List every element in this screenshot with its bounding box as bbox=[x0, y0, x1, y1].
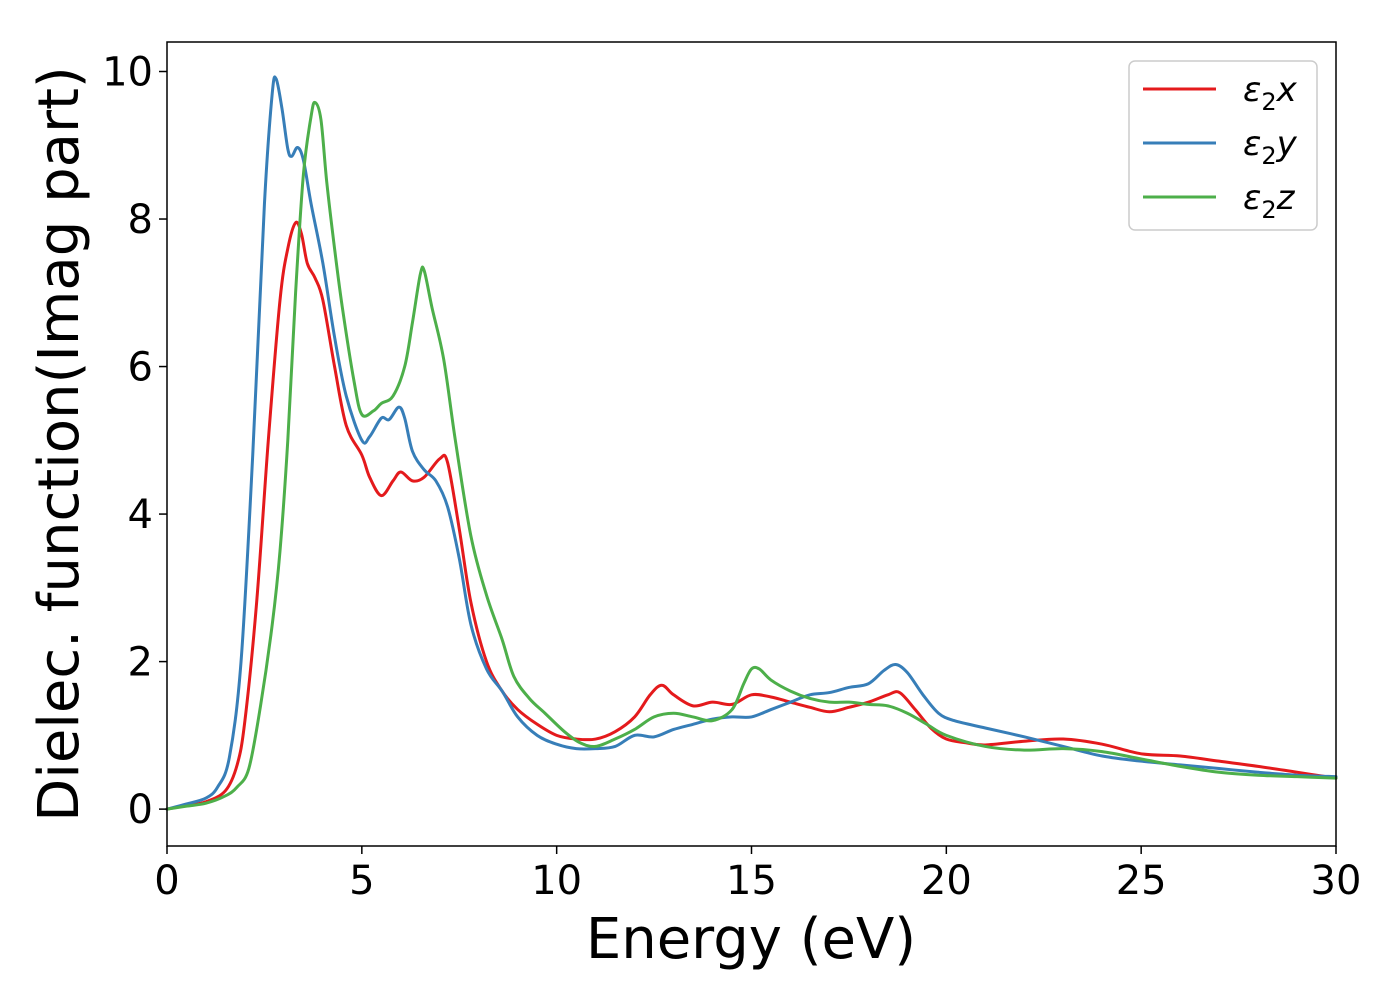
legend-label-y: ε2y bbox=[1243, 124, 1298, 170]
x-axis: 0 5 10 15 20 25 30 bbox=[154, 846, 1361, 904]
legend: ε2x ε2y ε2z bbox=[1128, 60, 1318, 231]
series-layer bbox=[165, 75, 1338, 811]
y-tick-label: 2 bbox=[128, 640, 153, 686]
legend-label-z: ε2z bbox=[1243, 178, 1296, 224]
y-tick-label: 10 bbox=[102, 50, 153, 96]
y-tick-label: 0 bbox=[128, 787, 153, 833]
legend-box bbox=[1128, 60, 1318, 231]
y-tick-label: 6 bbox=[128, 345, 153, 391]
x-tick-label: 25 bbox=[1116, 858, 1167, 904]
y-axis: 0 2 4 6 8 10 bbox=[102, 50, 167, 833]
x-axis-title: Energy (eV) bbox=[586, 907, 916, 972]
y-tick-label: 8 bbox=[128, 197, 153, 243]
x-tick-label: 15 bbox=[726, 858, 777, 904]
x-tick-label: 30 bbox=[1311, 858, 1362, 904]
y-axis-title: Dielec. function(Imag part) bbox=[27, 66, 92, 822]
series-line-z bbox=[165, 100, 1338, 811]
x-tick-label: 10 bbox=[531, 858, 582, 904]
x-tick-label: 0 bbox=[154, 858, 179, 904]
x-tick-label: 5 bbox=[349, 858, 374, 904]
y-tick-label: 4 bbox=[128, 492, 153, 538]
series-line-x bbox=[165, 220, 1338, 811]
series-line-y bbox=[165, 75, 1338, 811]
x-tick-label: 20 bbox=[921, 858, 972, 904]
legend-label-x: ε2x bbox=[1243, 70, 1298, 116]
